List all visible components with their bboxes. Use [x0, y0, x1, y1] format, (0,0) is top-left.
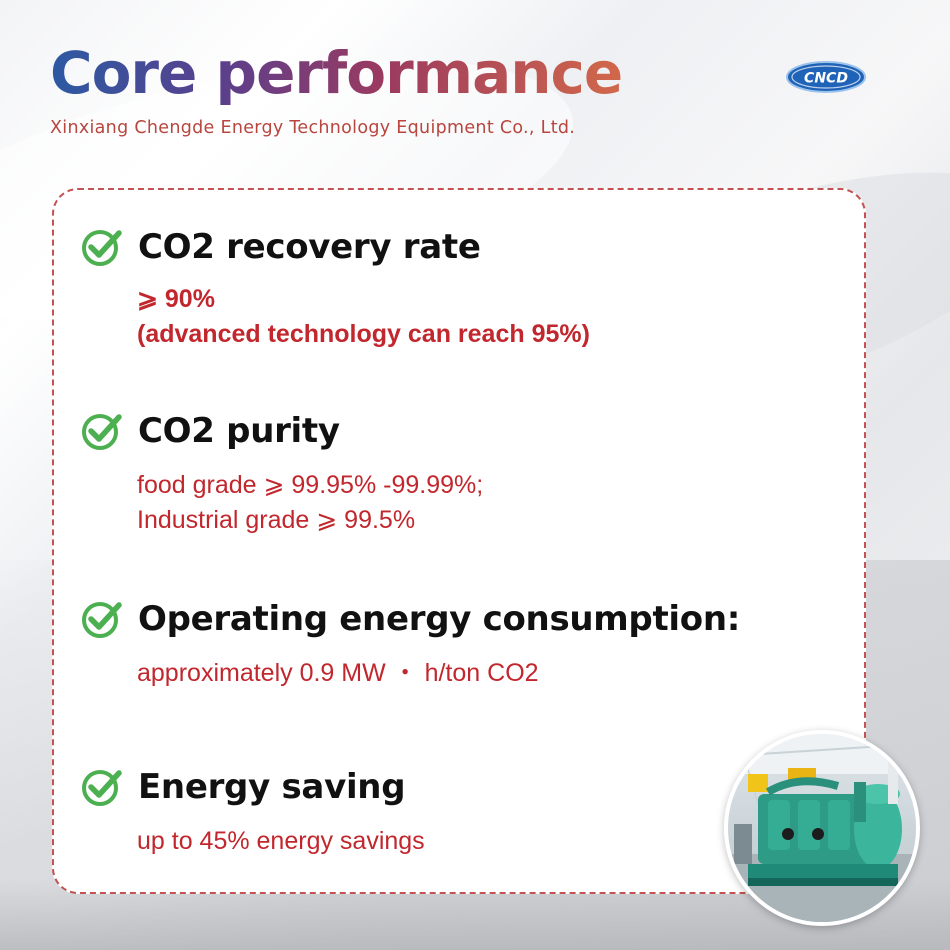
feature-header: Operating energy consumption: — [80, 594, 740, 644]
feature-item: Operating energy consumption: approximat… — [80, 594, 740, 691]
check-circle-icon — [82, 230, 122, 266]
feature-header: CO2 recovery rate — [80, 222, 590, 272]
check-circle-icon — [82, 602, 122, 638]
equipment-illustration — [728, 734, 916, 922]
feature-title: CO2 recovery rate — [138, 227, 481, 267]
feature-value: approximately 0.9 MW ・ h/ton CO2 — [137, 659, 539, 687]
feature-item: CO2 purity food grade ⩾ 99.95% -99.99%; … — [80, 406, 483, 538]
feature-title: CO2 purity — [138, 411, 340, 451]
company-logo: CNCD — [786, 61, 866, 93]
page-title: Core performance — [50, 39, 623, 107]
feature-value: ⩾ 90% — [137, 285, 215, 313]
feature-item: Energy saving up to 45% energy savings — [80, 762, 425, 859]
feature-item: CO2 recovery rate ⩾ 90% (advanced techno… — [80, 222, 590, 352]
feature-value: Industrial grade ⩾ 99.5% — [137, 506, 416, 534]
feature-header: Energy saving — [80, 762, 425, 812]
feature-header: CO2 purity — [80, 406, 483, 456]
feature-title: Energy saving — [138, 767, 406, 807]
feature-value: up to 45% energy savings — [137, 827, 425, 855]
check-circle-icon — [82, 414, 122, 450]
performance-card — [52, 188, 866, 894]
company-name: Xinxiang Chengde Energy Technology Equip… — [50, 118, 576, 138]
check-circle-icon — [82, 770, 122, 806]
feature-value: food grade ⩾ 99.95% -99.99%; — [137, 471, 484, 499]
feature-title: Operating energy consumption: — [138, 599, 741, 639]
logo-text: CNCD — [804, 71, 848, 87]
equipment-photo — [724, 730, 920, 926]
feature-note: (advanced technology can reach 95%) — [137, 320, 590, 348]
